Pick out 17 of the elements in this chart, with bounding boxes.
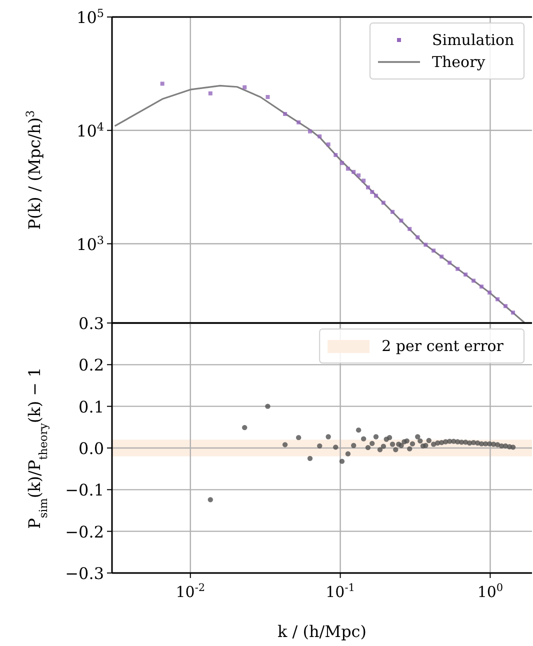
y-tick-label: 0.3 (78, 314, 104, 333)
y-tick-label: 0.0 (78, 439, 104, 458)
x-tick-label: 10$^{-1}$ (326, 582, 355, 601)
x-axis-title: k / (h/Mpc) (277, 622, 367, 641)
x-tick-label: 10$^{0}$ (477, 582, 504, 601)
legend-label: Theory (432, 53, 486, 71)
y-tick-label: −0.3 (65, 564, 104, 583)
y-tick-label: −0.2 (65, 522, 104, 542)
y-tick-label: 10$^{4}$ (76, 120, 104, 140)
y-tick-label: −0.1 (65, 480, 104, 500)
legend-label: 2 per cent error (382, 337, 504, 355)
x-tick-label: 10$^{-2}$ (176, 582, 206, 601)
y-tick-label: 10$^{5}$ (76, 6, 104, 27)
legend-label: Simulation (432, 31, 515, 49)
y-tick-label: 0.2 (78, 356, 104, 375)
y-tick-label: 10$^{3}$ (76, 233, 104, 254)
y-tick-label: 0.1 (78, 397, 104, 416)
